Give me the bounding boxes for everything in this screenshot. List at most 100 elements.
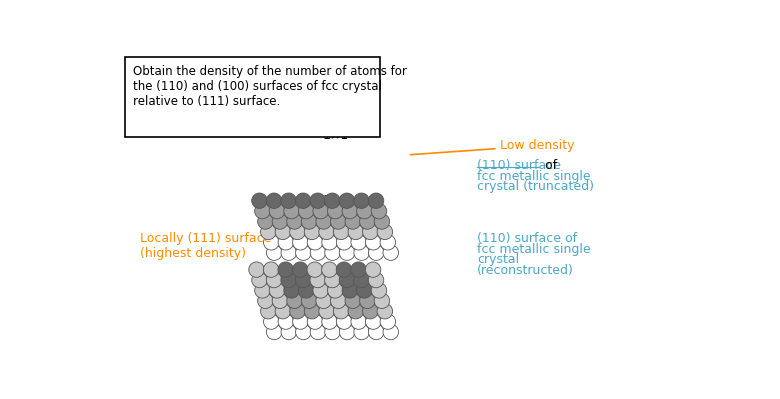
Circle shape xyxy=(336,314,352,329)
Circle shape xyxy=(331,293,346,308)
Circle shape xyxy=(278,262,293,277)
Circle shape xyxy=(351,262,367,277)
Circle shape xyxy=(316,293,332,308)
Circle shape xyxy=(339,273,355,288)
Circle shape xyxy=(296,273,311,288)
Circle shape xyxy=(324,193,340,208)
Circle shape xyxy=(281,193,296,208)
Circle shape xyxy=(272,293,288,308)
Circle shape xyxy=(328,203,343,219)
Circle shape xyxy=(353,273,369,288)
Circle shape xyxy=(380,314,395,329)
Circle shape xyxy=(354,324,370,340)
Circle shape xyxy=(310,245,326,261)
Circle shape xyxy=(333,224,349,240)
Text: fcc metallic single: fcc metallic single xyxy=(477,170,591,182)
Text: 1×2: 1×2 xyxy=(322,194,349,207)
Circle shape xyxy=(322,314,337,329)
Circle shape xyxy=(366,235,381,250)
Text: Locally (111) surface
(highest density): Locally (111) surface (highest density) xyxy=(140,227,282,260)
Circle shape xyxy=(356,283,372,298)
Circle shape xyxy=(289,304,305,319)
Circle shape xyxy=(287,293,303,308)
Circle shape xyxy=(287,214,303,229)
Circle shape xyxy=(269,203,285,219)
Circle shape xyxy=(299,283,314,298)
Circle shape xyxy=(374,293,390,308)
Circle shape xyxy=(371,203,387,219)
Circle shape xyxy=(254,203,270,219)
Circle shape xyxy=(366,314,381,329)
Circle shape xyxy=(264,235,279,250)
Circle shape xyxy=(252,273,268,288)
Circle shape xyxy=(310,324,326,340)
Circle shape xyxy=(339,245,355,261)
Circle shape xyxy=(322,235,337,250)
Circle shape xyxy=(292,314,308,329)
Circle shape xyxy=(319,224,335,240)
Circle shape xyxy=(296,193,311,208)
Circle shape xyxy=(267,245,282,261)
Circle shape xyxy=(296,245,311,261)
Circle shape xyxy=(383,324,399,340)
Circle shape xyxy=(289,224,305,240)
Circle shape xyxy=(261,224,276,240)
Circle shape xyxy=(348,224,363,240)
Circle shape xyxy=(284,203,300,219)
Circle shape xyxy=(281,245,296,261)
Circle shape xyxy=(319,304,335,319)
Circle shape xyxy=(304,304,320,319)
Circle shape xyxy=(316,214,332,229)
Circle shape xyxy=(266,273,282,288)
Circle shape xyxy=(304,224,320,240)
Circle shape xyxy=(257,214,273,229)
Circle shape xyxy=(275,224,291,240)
Circle shape xyxy=(328,283,343,298)
Circle shape xyxy=(254,283,270,298)
Circle shape xyxy=(348,304,363,319)
Circle shape xyxy=(310,273,325,288)
Circle shape xyxy=(345,214,360,229)
Circle shape xyxy=(296,324,311,340)
Circle shape xyxy=(353,193,369,208)
Text: crystal: crystal xyxy=(477,253,519,267)
Circle shape xyxy=(264,262,279,277)
Circle shape xyxy=(368,193,384,208)
Circle shape xyxy=(363,304,378,319)
Circle shape xyxy=(377,224,392,240)
Circle shape xyxy=(324,245,340,261)
Circle shape xyxy=(324,324,340,340)
Circle shape xyxy=(261,304,276,319)
Text: (110) surface: (110) surface xyxy=(477,159,562,172)
Circle shape xyxy=(360,214,375,229)
Circle shape xyxy=(351,314,367,329)
Text: Low density: Low density xyxy=(410,139,575,155)
Circle shape xyxy=(252,193,268,208)
Circle shape xyxy=(301,293,317,308)
Text: fcc metallic single: fcc metallic single xyxy=(477,243,591,256)
Circle shape xyxy=(365,262,381,277)
Circle shape xyxy=(354,245,370,261)
Circle shape xyxy=(383,245,399,261)
Circle shape xyxy=(374,214,390,229)
Circle shape xyxy=(272,214,288,229)
Circle shape xyxy=(380,235,395,250)
Circle shape xyxy=(324,273,340,288)
Circle shape xyxy=(264,314,279,329)
Circle shape xyxy=(313,283,328,298)
Text: 1×1: 1×1 xyxy=(322,129,349,142)
Circle shape xyxy=(336,235,352,250)
Circle shape xyxy=(267,324,282,340)
Circle shape xyxy=(360,293,375,308)
Circle shape xyxy=(266,193,282,208)
Circle shape xyxy=(363,224,378,240)
Circle shape xyxy=(284,283,300,298)
Circle shape xyxy=(371,283,387,298)
Circle shape xyxy=(336,262,352,277)
Circle shape xyxy=(313,203,328,219)
Text: crystal (truncated): crystal (truncated) xyxy=(477,180,594,194)
Circle shape xyxy=(342,203,357,219)
Text: Obtain the density of the number of atoms for
the (110) and (100) surfaces of fc: Obtain the density of the number of atom… xyxy=(133,65,407,108)
FancyBboxPatch shape xyxy=(126,57,381,137)
Circle shape xyxy=(345,293,360,308)
